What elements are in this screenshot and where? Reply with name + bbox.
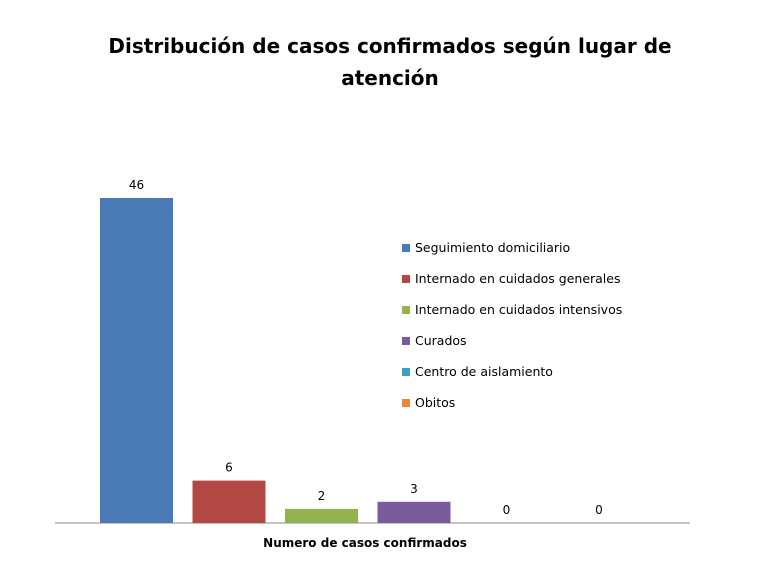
legend-swatch [402,336,410,345]
data-label: 3 [410,482,418,496]
data-label: 0 [503,503,511,517]
legend-item: Seguimiento domiciliario [402,232,622,263]
legend-label: Internado en cuidados intensivos [415,302,623,317]
data-label: 6 [225,461,233,475]
data-label: 46 [129,178,144,192]
legend-label: Curados [415,333,467,348]
bar [192,480,266,523]
legend-item: Centro de aislamiento [402,356,622,387]
x-axis-label: Numero de casos confirmados [263,536,467,550]
data-label: 0 [595,503,603,517]
legend-item: Internado en cuidados generales [402,263,622,294]
legend-label: Seguimiento domiciliario [415,240,571,255]
legend-swatch [402,243,410,252]
bar [377,501,451,523]
legend-item: Obitos [402,387,622,418]
bar [100,198,173,523]
legend-item: Internado en cuidados intensivos [402,294,622,325]
chart-legend: Seguimiento domiciliario Internado en cu… [402,232,622,418]
legend-item: Curados [402,325,622,356]
legend-swatch [402,274,410,283]
legend-swatch [402,398,410,407]
bar [285,508,358,523]
legend-swatch [402,367,410,376]
legend-swatch [402,305,410,314]
chart-title: Distribución de casos confirmados según … [108,34,672,90]
data-label: 2 [318,489,326,503]
legend-label: Internado en cuidados generales [415,271,621,286]
legend-label: Centro de aislamiento [415,364,553,379]
legend-label: Obitos [415,395,456,410]
